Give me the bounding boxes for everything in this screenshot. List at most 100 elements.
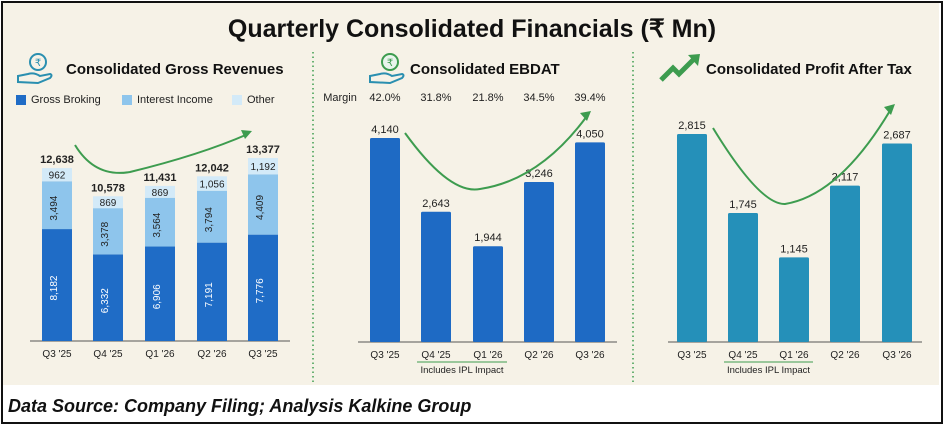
bar-value-label: 1,056 <box>199 179 224 190</box>
bar-other <box>42 168 72 182</box>
total-label: 13,377 <box>246 144 280 156</box>
legend-label: Interest Income <box>137 94 213 106</box>
x-tick-label: Q4 '25 <box>93 349 123 360</box>
total-label: 12,042 <box>195 162 229 174</box>
x-tick-label: Q1 '26 <box>473 350 503 361</box>
bar-value-label: 2,815 <box>678 120 706 132</box>
bar <box>677 134 707 342</box>
bar-other <box>93 196 123 209</box>
legend-label: Gross Broking <box>31 94 101 106</box>
bar <box>524 182 554 342</box>
bar-value-label: 2,687 <box>883 129 911 141</box>
bar <box>575 142 605 342</box>
margin-value: 34.5% <box>523 92 554 104</box>
gross-revenues-title: Consolidated Gross Revenues <box>66 61 284 78</box>
trend-curve <box>74 133 249 174</box>
bar <box>421 211 451 342</box>
trend-arrowhead <box>580 111 591 121</box>
bar-other <box>145 185 175 198</box>
trend-arrowhead <box>241 130 252 139</box>
margin-value: 31.8% <box>420 92 451 104</box>
legend-other: Other <box>232 94 275 106</box>
bar <box>473 246 503 342</box>
bar-interest-income <box>145 197 175 247</box>
x-tick-label: Q3 '26 <box>882 350 912 361</box>
svg-text:₹: ₹ <box>387 58 393 69</box>
margin-value: 39.4% <box>574 92 605 104</box>
legend-swatch <box>232 95 242 105</box>
bar <box>779 257 809 342</box>
bar-value-label: 1,145 <box>780 243 808 255</box>
bar-gross-broking <box>93 254 123 341</box>
x-tick-label: Q4 '25 <box>728 350 758 361</box>
x-tick-label: Q3 '25 <box>42 349 72 360</box>
bar-interest-income <box>93 208 123 255</box>
margin-value: 42.0% <box>369 92 400 104</box>
ebdat-title: Consolidated EBDAT <box>410 61 560 78</box>
legend-label: Other <box>247 94 275 106</box>
growth-arrow-icon <box>659 54 700 82</box>
x-tick-label: Q2 '26 <box>524 350 554 361</box>
bar-value-label: 2,643 <box>422 198 450 210</box>
bar-interest-income <box>248 174 278 235</box>
total-label: 12,638 <box>40 154 74 166</box>
hand-rupee-coin-icon: ₹ <box>369 53 405 85</box>
bar-gross-broking <box>197 242 227 341</box>
trend-curve <box>712 108 892 206</box>
x-tick-label: Q1 '26 <box>779 350 809 361</box>
bar-value-label: 4,140 <box>371 124 399 136</box>
bar-value-label: 6,906 <box>152 284 163 309</box>
bar-interest-income <box>42 181 72 230</box>
bar-value-label: 3,494 <box>49 195 60 220</box>
page-title: Quarterly Consolidated Financials (₹ Mn) <box>227 15 717 43</box>
bar-value-label: 3,378 <box>100 221 111 246</box>
bar-value-label: 3,564 <box>152 212 163 237</box>
bar-value-label: 869 <box>100 198 117 209</box>
svg-text:₹: ₹ <box>35 58 41 69</box>
x-tick-label: Q2 '26 <box>197 349 227 360</box>
total-label: 11,431 <box>143 172 176 184</box>
bar-value-label: 7,776 <box>255 278 266 303</box>
x-tick-label: Q2 '26 <box>830 350 860 361</box>
pat-title: Consolidated Profit After Tax <box>706 61 912 78</box>
hand-rupee-coin-icon: ₹ <box>17 53 53 85</box>
bar-gross-broking <box>145 246 175 341</box>
bar-gross-broking <box>42 229 72 341</box>
bar-value-label: 6,332 <box>100 288 111 313</box>
x-tick-label: Q3 '26 <box>575 350 605 361</box>
bar <box>882 143 912 342</box>
bar-value-label: 8,182 <box>49 275 60 300</box>
bar-value-label: 3,246 <box>525 168 553 180</box>
margin-value: 21.8% <box>472 92 503 104</box>
x-tick-label: Q3 '25 <box>248 349 278 360</box>
x-tick-label: Q1 '26 <box>145 349 175 360</box>
margin-label: Margin <box>323 92 357 104</box>
bar-value-label: 4,409 <box>255 195 266 220</box>
bar-value-label: 869 <box>152 188 169 199</box>
bar-value-label: 1,944 <box>474 232 502 244</box>
bar-other <box>248 158 278 175</box>
bar-other <box>197 176 227 191</box>
trend-arrowhead <box>884 104 895 115</box>
x-tick-label: Q4 '25 <box>421 350 451 361</box>
legend-swatch <box>122 95 132 105</box>
bar-interest-income <box>197 190 227 243</box>
total-label: 10,578 <box>91 182 125 194</box>
bar-value-label: 1,192 <box>250 162 275 173</box>
trend-curve <box>404 115 588 191</box>
legend-gross-broking: Gross Broking <box>16 94 101 106</box>
ipl-impact-annotation: Includes IPL Impact <box>420 365 503 376</box>
bar <box>830 185 860 342</box>
legend-interest-income: Interest Income <box>122 94 213 106</box>
charts-svg: 8,182 3,494 962 12,638 Q3 '25 6,332 3,378 869 10… <box>30 52 922 382</box>
data-source-footer: Data Source: Company Filing; Analysis Ka… <box>8 396 472 416</box>
bar-gross-broking <box>248 234 278 341</box>
x-tick-label: Q3 '25 <box>677 350 707 361</box>
bar <box>370 138 400 342</box>
ipl-impact-annotation: Includes IPL Impact <box>727 365 810 376</box>
bar-value-label: 962 <box>49 171 66 182</box>
bar <box>728 213 758 342</box>
bar-value-label: 3,794 <box>204 207 215 232</box>
bar-value-label: 7,191 <box>204 282 215 307</box>
